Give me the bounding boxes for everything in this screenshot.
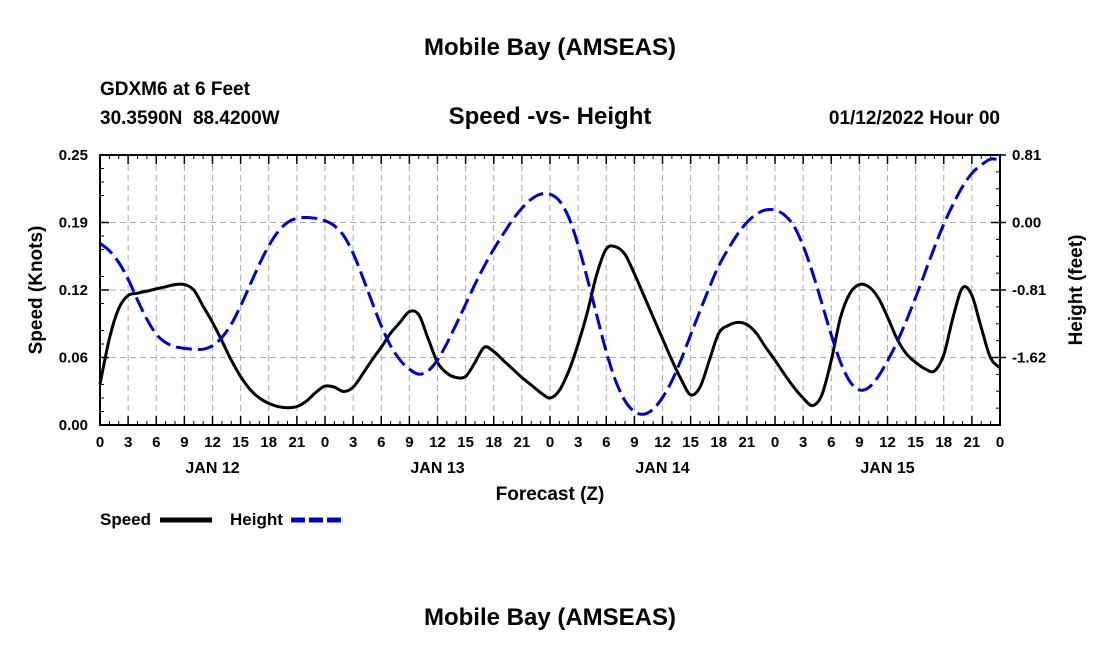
x-tick-label: 21 <box>289 434 306 451</box>
x-tick-label: 21 <box>514 434 531 451</box>
x-tick-label: 15 <box>457 434 474 451</box>
x-tick-label: 0 <box>321 434 329 451</box>
x-tick-label: 18 <box>710 434 727 451</box>
x-tick-label: 15 <box>232 434 249 451</box>
x-tick-label: 3 <box>349 434 357 451</box>
y-right-tick-label: -1.62 <box>1012 350 1046 367</box>
x-tick-label: 9 <box>405 434 413 451</box>
location-label: 30.3590N 88.4200W <box>100 108 280 129</box>
y-right-tick-label: -0.81 <box>1012 282 1046 299</box>
speed-series-line <box>98 244 1002 410</box>
x-tick-label: 21 <box>739 434 756 451</box>
x-tick-label: 3 <box>799 434 807 451</box>
x-tick-label: 3 <box>574 434 582 451</box>
x-tick-label: 6 <box>827 434 835 451</box>
y-left-tick-label: 0.12 <box>59 282 88 299</box>
x-tick-label: 18 <box>935 434 952 451</box>
x-tick-label: 9 <box>630 434 638 451</box>
x-tick-label: 0 <box>546 434 554 451</box>
x-tick-label: 12 <box>654 434 671 451</box>
x-day-label: JAN 15 <box>860 460 914 477</box>
y-left-tick-label: 0.25 <box>59 147 88 164</box>
x-tick-label: 9 <box>180 434 188 451</box>
x-tick-label: 6 <box>377 434 385 451</box>
x-day-label: JAN 13 <box>410 460 464 477</box>
x-tick-label: 21 <box>964 434 981 451</box>
station-label: GDXM6 at 6 Feet <box>100 79 251 100</box>
x-axis-title: Forecast (Z) <box>496 484 605 505</box>
legend-speed-label: Speed <box>100 510 151 529</box>
legend-height-label: Height <box>230 510 283 529</box>
x-tick-label: 9 <box>855 434 863 451</box>
x-tick-label: 15 <box>907 434 924 451</box>
grid-lines <box>100 155 1000 425</box>
y-left-tick-label: 0.19 <box>59 215 88 232</box>
x-day-label: JAN 14 <box>635 460 689 477</box>
x-tick-label: 15 <box>682 434 699 451</box>
repeated-chart-title: Mobile Bay (AMSEAS) <box>424 604 676 631</box>
series-lines <box>98 157 1002 416</box>
x-tick-label: 0 <box>996 434 1004 451</box>
x-tick-label: 12 <box>429 434 446 451</box>
y-axis-left-title: Speed (Knots) <box>26 226 47 355</box>
x-day-label: JAN 12 <box>185 460 239 477</box>
x-tick-label: 12 <box>879 434 896 451</box>
plot-frame <box>99 154 1001 426</box>
x-tick-label: 18 <box>485 434 502 451</box>
x-tick-label: 12 <box>204 434 221 451</box>
chart-title: Mobile Bay (AMSEAS) <box>424 34 676 61</box>
y-axis-right-title: Height (feet) <box>1066 235 1087 346</box>
y-right-tick-label: 0.00 <box>1012 215 1041 232</box>
chart-subtitle: Speed -vs- Height <box>449 103 652 130</box>
x-tick-label: 0 <box>771 434 779 451</box>
y-left-tick-label: 0.06 <box>59 350 88 367</box>
x-tick-label: 6 <box>152 434 160 451</box>
x-tick-label: 0 <box>96 434 104 451</box>
run-time-label: 01/12/2022 Hour 00 <box>829 108 1000 129</box>
x-tick-label: 6 <box>602 434 610 451</box>
x-tick-label: 18 <box>260 434 277 451</box>
y-left-tick-label: 0.00 <box>59 417 88 434</box>
height-series-line <box>99 157 1001 416</box>
axis-tick-labels: 0 3 6 9 12 15 18 21 0 3 6 9 12 15 18 21 0 3 6 9 12 15 18 21 0 3 6 9… <box>59 147 1046 477</box>
legend: Speed Height <box>100 510 343 529</box>
y-right-tick-label: 0.81 <box>1012 147 1041 164</box>
x-tick-label: 3 <box>124 434 132 451</box>
